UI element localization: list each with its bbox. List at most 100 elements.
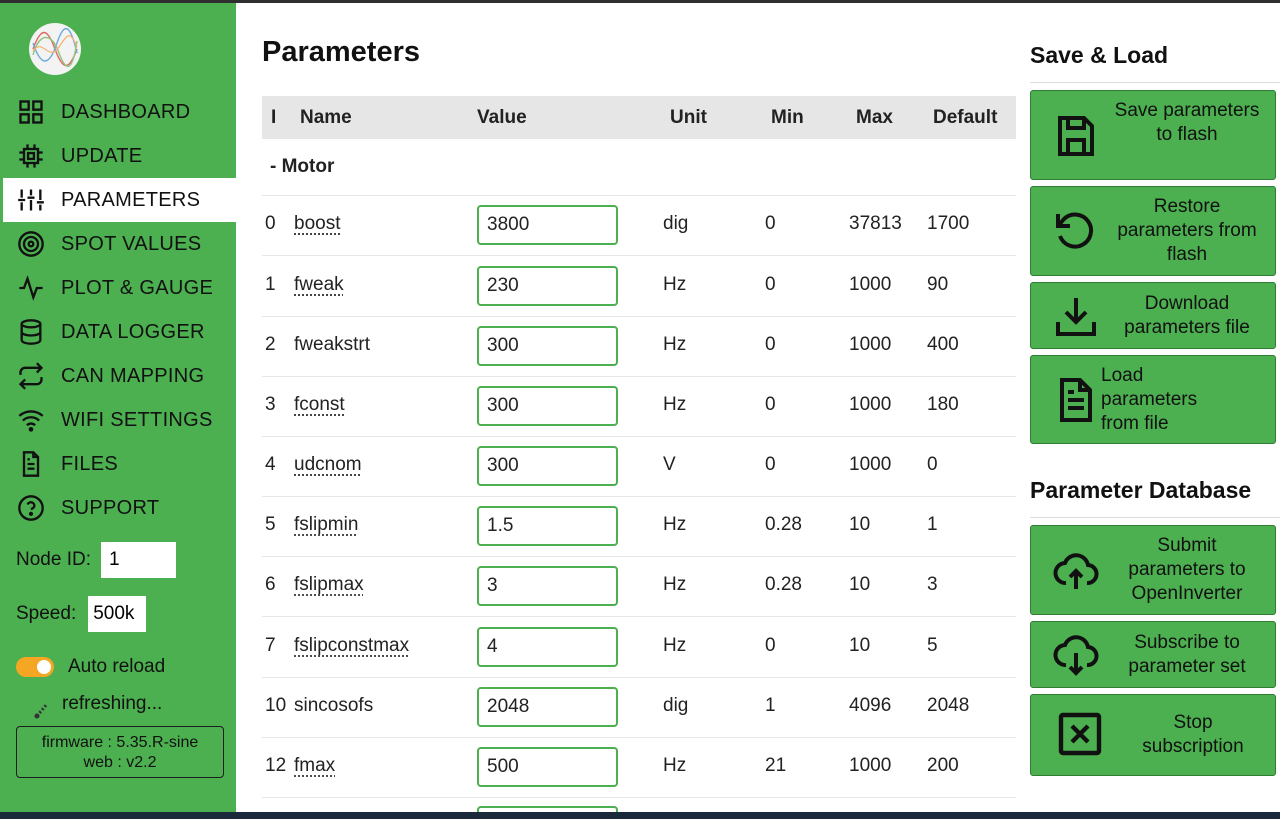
table-row: 3 fconst Hz 0 1000 180 <box>262 376 1016 437</box>
param-max: 4096 <box>849 695 892 716</box>
version-box: firmware : 5.35.R-sine web : v2.2 <box>16 726 224 778</box>
col-value: Value <box>477 107 527 128</box>
sliders-icon <box>16 185 46 215</box>
param-max: 10 <box>849 635 871 656</box>
table-header: I Name Value Unit Min Max Default <box>262 96 1016 139</box>
save-to-flash-button[interactable]: Save parameters to flash <box>1030 90 1276 180</box>
param-name[interactable]: boost <box>294 213 341 234</box>
param-name[interactable]: fslipconstmax <box>294 635 410 656</box>
save-load-title: Save & Load <box>1030 42 1169 68</box>
auto-reload-toggle[interactable] <box>16 657 54 677</box>
download-icon <box>1049 289 1103 343</box>
param-name[interactable]: fweak <box>294 274 344 295</box>
sine-wave-logo <box>29 23 81 75</box>
database-icon <box>16 317 46 347</box>
param-index: 0 <box>265 213 276 234</box>
param-name[interactable]: udcnom <box>294 454 362 475</box>
param-min: 21 <box>765 755 787 776</box>
param-unit: Hz <box>663 755 687 776</box>
toggle-knob <box>37 660 51 674</box>
nav-label: CAN MAPPING <box>61 364 205 387</box>
divider <box>1030 517 1280 518</box>
param-max: 1000 <box>849 394 892 415</box>
nav-label: UPDATE <box>61 144 143 167</box>
stop-subscription-button[interactable]: Stop subscription <box>1030 694 1276 776</box>
download-file-button[interactable]: Download parameters file <box>1030 282 1276 349</box>
param-unit: Hz <box>663 635 687 656</box>
table-row: 6 fslipmax Hz 0.28 10 3 <box>262 556 1016 617</box>
param-value-input[interactable] <box>477 566 618 606</box>
nav-dashboard[interactable]: DASHBOARD <box>3 90 236 134</box>
nav-label: PLOT & GAUGE <box>61 276 214 299</box>
param-unit: V <box>663 454 676 475</box>
param-index: 2 <box>265 334 276 355</box>
param-value-input[interactable] <box>477 205 618 245</box>
param-default: 200 <box>927 755 959 776</box>
param-value-input[interactable] <box>477 747 618 787</box>
subscribe-button[interactable]: Subscribe to parameter set <box>1030 621 1276 688</box>
param-name[interactable]: fconst <box>294 394 345 415</box>
page-title: Parameters <box>262 36 420 68</box>
param-value-input-partial[interactable] <box>477 806 618 812</box>
col-unit: Unit <box>670 107 707 128</box>
nav-parameters[interactable]: PARAMETERS <box>3 178 236 222</box>
param-unit: dig <box>663 695 689 716</box>
param-min: 0 <box>765 394 776 415</box>
param-value-input[interactable] <box>477 266 618 306</box>
nav-files[interactable]: FILES <box>3 442 236 486</box>
table-row: 2 fweakstrt Hz 0 1000 400 <box>262 316 1016 377</box>
param-default: 180 <box>927 394 959 415</box>
col-name: Name <box>300 107 352 128</box>
nav-plot-gauge[interactable]: PLOT & GAUGE <box>3 266 236 310</box>
file-icon <box>1049 373 1103 427</box>
param-max: 1000 <box>849 274 892 295</box>
col-index: I <box>271 107 277 128</box>
submit-parameters-button[interactable]: Submit parameters to OpenInverter <box>1030 525 1276 615</box>
restore-from-flash-label: Restore parameters from flash <box>1117 196 1257 265</box>
param-min: 0 <box>765 635 776 656</box>
param-max: 1000 <box>849 755 892 776</box>
param-value-input[interactable] <box>477 326 618 366</box>
close-box-icon <box>1053 707 1107 761</box>
nav-spot-values[interactable]: SPOT VALUES <box>3 222 236 266</box>
cloud-upload-icon <box>1049 544 1103 598</box>
nav-data-logger[interactable]: DATA LOGGER <box>3 310 236 354</box>
param-max: 1000 <box>849 454 892 475</box>
wifi-icon <box>16 405 46 435</box>
param-value-input[interactable] <box>477 627 618 667</box>
download-file-label: Download parameters file <box>1124 293 1250 338</box>
param-min: 0 <box>765 334 776 355</box>
param-value-input[interactable] <box>477 446 618 486</box>
target-icon <box>16 229 46 259</box>
param-min: 0.28 <box>765 574 802 595</box>
dashboard-icon <box>16 97 46 127</box>
param-default: 5 <box>927 635 938 656</box>
param-value-input[interactable] <box>477 687 618 727</box>
undo-icon <box>1049 205 1103 259</box>
param-value-input[interactable] <box>477 386 618 426</box>
param-name[interactable]: fmax <box>294 755 336 776</box>
node-id-field: Node ID: <box>16 542 176 578</box>
pulse-icon <box>16 273 46 303</box>
nav-can-mapping[interactable]: CAN MAPPING <box>3 354 236 398</box>
load-file-button[interactable]: Load parameters from file <box>1030 355 1276 444</box>
param-index: 4 <box>265 454 276 475</box>
param-name[interactable]: fslipmin <box>294 514 359 535</box>
speed-label: Speed: <box>16 603 77 624</box>
param-unit: Hz <box>663 334 687 355</box>
param-default: 3 <box>927 574 938 595</box>
nav-label: SUPPORT <box>61 496 160 519</box>
param-min: 0 <box>765 274 776 295</box>
chip-icon <box>16 141 46 171</box>
nav-update[interactable]: UPDATE <box>3 134 236 178</box>
nav-wifi-settings[interactable]: WIFI SETTINGS <box>3 398 236 442</box>
table-row: 12 fmax Hz 21 1000 200 <box>262 737 1016 798</box>
nav-support[interactable]: SUPPORT <box>3 486 236 530</box>
speed-input[interactable] <box>88 596 147 632</box>
group-header-motor[interactable]: - Motor <box>262 139 1016 196</box>
table-row: 0 boost dig 0 37813 1700 <box>262 195 1016 256</box>
param-name[interactable]: fslipmax <box>294 574 364 595</box>
param-value-input[interactable] <box>477 506 618 546</box>
node-id-input[interactable] <box>100 542 176 578</box>
restore-from-flash-button[interactable]: Restore parameters from flash <box>1030 186 1276 276</box>
